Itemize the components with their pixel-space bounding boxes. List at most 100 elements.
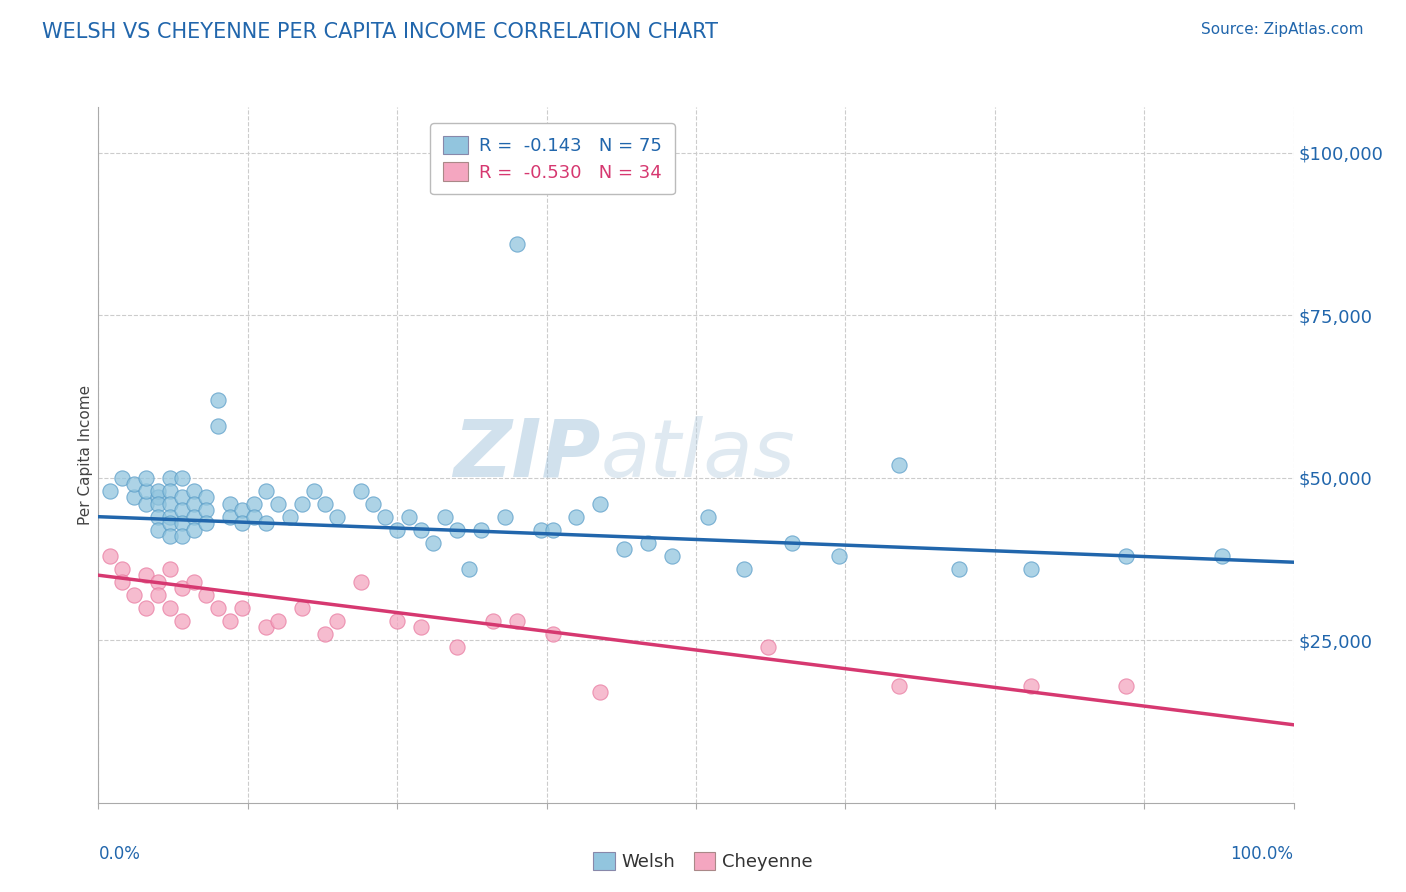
Point xyxy=(148,509,170,524)
Point xyxy=(183,497,205,511)
Point xyxy=(613,542,636,557)
Text: atlas: atlas xyxy=(600,416,796,494)
Point xyxy=(1019,679,1042,693)
Point xyxy=(172,529,194,543)
Point xyxy=(291,497,314,511)
Point xyxy=(194,490,218,504)
Point xyxy=(135,471,157,485)
Point xyxy=(398,509,420,524)
Point xyxy=(326,614,349,628)
Point xyxy=(159,471,181,485)
Point xyxy=(494,509,516,524)
Point xyxy=(637,535,659,549)
Point xyxy=(183,509,205,524)
Point xyxy=(231,503,253,517)
Point xyxy=(733,562,755,576)
Point xyxy=(135,497,157,511)
Point xyxy=(148,490,170,504)
Point xyxy=(1019,562,1042,576)
Point xyxy=(267,614,290,628)
Point xyxy=(529,523,551,537)
Point xyxy=(98,483,122,498)
Point xyxy=(207,392,229,407)
Point xyxy=(889,679,911,693)
Point xyxy=(254,620,277,634)
Point xyxy=(470,523,492,537)
Point xyxy=(98,549,122,563)
Point xyxy=(159,509,181,524)
Point xyxy=(231,600,253,615)
Point xyxy=(780,535,803,549)
Point xyxy=(889,458,911,472)
Text: Source: ZipAtlas.com: Source: ZipAtlas.com xyxy=(1201,22,1364,37)
Point xyxy=(589,497,612,511)
Point xyxy=(172,471,194,485)
Point xyxy=(1115,679,1137,693)
Text: 100.0%: 100.0% xyxy=(1230,845,1294,863)
Point xyxy=(565,509,588,524)
Point xyxy=(124,588,146,602)
Point xyxy=(458,562,481,576)
Point xyxy=(828,549,851,563)
Point xyxy=(159,600,181,615)
Point xyxy=(231,516,253,531)
Text: WELSH VS CHEYENNE PER CAPITA INCOME CORRELATION CHART: WELSH VS CHEYENNE PER CAPITA INCOME CORR… xyxy=(42,22,718,42)
Point xyxy=(541,626,564,640)
Point xyxy=(194,516,218,531)
Point xyxy=(172,614,194,628)
Point xyxy=(385,523,409,537)
Legend: R =  -0.143   N = 75, R =  -0.530   N = 34: R = -0.143 N = 75, R = -0.530 N = 34 xyxy=(430,123,675,194)
Point xyxy=(350,574,373,589)
Point xyxy=(446,523,468,537)
Point xyxy=(481,614,505,628)
Y-axis label: Per Capita Income: Per Capita Income xyxy=(77,384,93,525)
Point xyxy=(350,483,373,498)
Point xyxy=(194,503,218,517)
Point xyxy=(385,614,409,628)
Point xyxy=(422,535,444,549)
Point xyxy=(183,483,205,498)
Point xyxy=(589,685,612,699)
Point xyxy=(148,483,170,498)
Point xyxy=(135,483,157,498)
Point xyxy=(433,509,456,524)
Point xyxy=(194,588,218,602)
Point xyxy=(219,614,242,628)
Point xyxy=(302,483,325,498)
Point xyxy=(111,562,134,576)
Point xyxy=(411,620,433,634)
Point xyxy=(148,497,170,511)
Point xyxy=(1115,549,1137,563)
Point xyxy=(363,497,385,511)
Point xyxy=(135,568,157,582)
Point xyxy=(172,490,194,504)
Point xyxy=(506,614,529,628)
Point xyxy=(541,523,564,537)
Point xyxy=(315,497,337,511)
Point xyxy=(148,523,170,537)
Point xyxy=(243,497,266,511)
Point xyxy=(183,574,205,589)
Point xyxy=(948,562,970,576)
Point xyxy=(124,477,146,491)
Point xyxy=(159,562,181,576)
Point xyxy=(207,418,229,433)
Point xyxy=(148,588,170,602)
Point xyxy=(243,509,266,524)
Point xyxy=(254,516,277,531)
Point xyxy=(374,509,396,524)
Point xyxy=(411,523,433,537)
Point xyxy=(446,640,468,654)
Point xyxy=(506,236,529,251)
Point xyxy=(315,626,337,640)
Point xyxy=(159,529,181,543)
Point xyxy=(111,471,134,485)
Point xyxy=(1211,549,1233,563)
Point xyxy=(159,483,181,498)
Point xyxy=(278,509,301,524)
Point xyxy=(135,600,157,615)
Point xyxy=(159,497,181,511)
Point xyxy=(291,600,314,615)
Point xyxy=(172,503,194,517)
Point xyxy=(756,640,779,654)
